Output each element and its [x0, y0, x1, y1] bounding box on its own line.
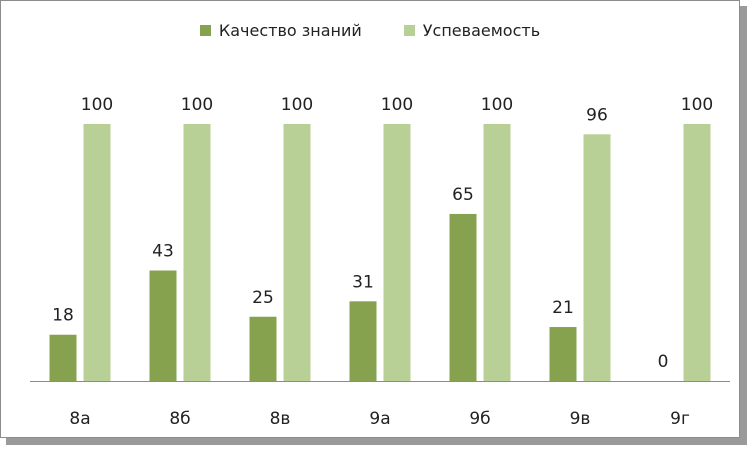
x-tick-label: 8в [270, 409, 291, 429]
bar-progress [683, 124, 711, 381]
legend-swatch-quality [199, 24, 211, 36]
data-label-progress: 100 [281, 95, 313, 115]
data-label-progress: 100 [381, 95, 413, 115]
bar-quality [549, 327, 577, 381]
legend-item-progress: Успеваемость [403, 20, 541, 40]
bar-quality [149, 270, 177, 381]
x-tick-label: 8б [169, 409, 190, 429]
bar-chart-plot: 18 100 8а 43 100 8б 25 100 8в 31 100 9а 65 100 9б 21 96 9… [30, 95, 730, 429]
bar-progress [83, 124, 111, 381]
legend: Качество знаний Успеваемость [0, 18, 740, 42]
legend-label-progress: Успеваемость [422, 20, 541, 40]
legend-swatch-progress [403, 24, 415, 36]
data-label-quality: 43 [152, 241, 174, 261]
data-label-progress: 100 [181, 95, 213, 115]
legend-item-quality: Качество знаний [199, 20, 362, 40]
bar-quality [449, 213, 477, 381]
bar-progress [283, 124, 311, 381]
data-label-progress: 100 [681, 95, 713, 115]
bar-progress [483, 124, 511, 381]
bar-quality [249, 316, 277, 381]
bar-quality [349, 301, 377, 381]
bar-progress [583, 134, 611, 381]
data-label-progress: 100 [81, 95, 113, 115]
legend-label-quality: Качество знаний [218, 20, 362, 40]
data-label-quality: 31 [352, 272, 374, 292]
data-label-quality: 25 [252, 288, 274, 308]
x-tick-label: 9б [469, 409, 490, 429]
data-label-quality: 18 [52, 306, 74, 326]
x-tick-label: 9в [570, 409, 591, 429]
data-label-quality: 0 [658, 352, 669, 372]
data-label-quality: 65 [452, 185, 474, 205]
data-label-quality: 21 [552, 298, 574, 318]
x-tick-label: 9г [670, 409, 690, 429]
x-tick-label: 8а [69, 409, 90, 429]
data-label-progress: 100 [481, 95, 513, 115]
chart-shadow-right [740, 6, 747, 444]
data-label-progress: 96 [586, 105, 608, 125]
chart-shadow-bottom [6, 438, 747, 445]
bar-quality [49, 334, 77, 381]
x-tick-label: 9а [369, 409, 390, 429]
bar-progress [183, 124, 211, 381]
bar-progress [383, 124, 411, 381]
